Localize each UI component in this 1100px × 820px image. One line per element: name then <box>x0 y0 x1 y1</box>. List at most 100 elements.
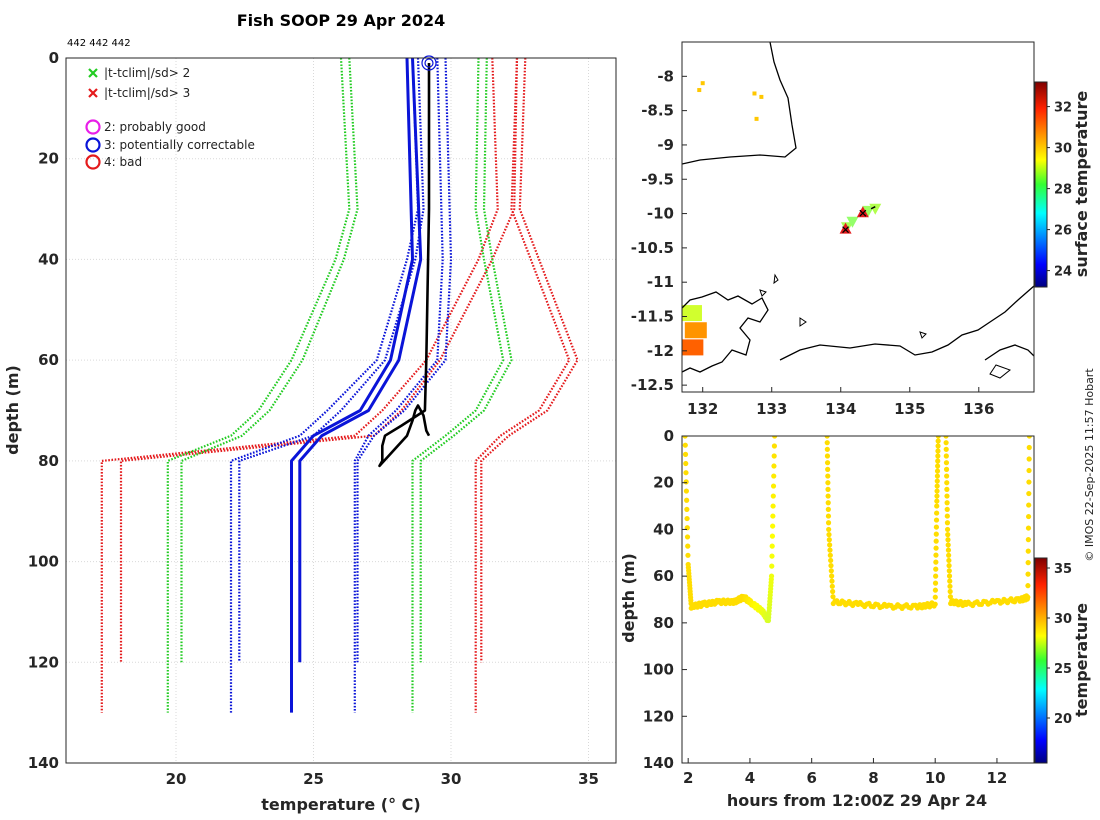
profile-line-clim-+3sd-b <box>480 58 579 663</box>
timeseries-point <box>682 451 689 457</box>
timeseries-point <box>769 563 775 569</box>
timeseries-point <box>824 446 830 452</box>
timeseries-point <box>935 463 941 469</box>
timeseries-point <box>944 506 950 513</box>
timeseries-point <box>825 506 831 513</box>
timeseries-point <box>944 526 951 533</box>
timeseries-point <box>944 500 950 506</box>
profile-ytick-label: 60 <box>38 351 59 369</box>
timeseries-point <box>944 486 950 492</box>
legend-circle-marker <box>85 154 101 170</box>
map-sst-patches <box>682 81 764 356</box>
timeseries-xtick-label: 4 <box>745 769 755 787</box>
map-colorbar-tick-label: 30 <box>1054 142 1072 157</box>
profile-line-clim-mean-b <box>298 58 423 663</box>
timeseries-ylabel: depth (m) <box>619 553 638 643</box>
legend-label: |t-tclim|/sd> 3 <box>104 86 190 100</box>
profile-ylabel: depth (m) <box>3 365 22 455</box>
timeseries-point <box>830 594 836 600</box>
map-ticks: 132 133 134 135 136 -8 -8.5 -9 -9.5 -10 -10.5 -11 -1… <box>631 67 995 418</box>
timeseries-point <box>946 557 952 564</box>
profile-line-clim-+2sd-b <box>419 58 513 663</box>
timeseries-ytick-label: 20 <box>653 474 674 492</box>
timeseries-point <box>945 532 951 538</box>
timeseries-point <box>770 523 776 529</box>
profile-line-observed <box>378 63 431 468</box>
profile-line-clim-+2sd <box>411 58 505 713</box>
map-ytick-label: -9 <box>657 136 674 154</box>
timeseries-point <box>1025 583 1031 589</box>
sst-patch <box>754 116 759 121</box>
profile-xtick-label: 25 <box>303 770 324 788</box>
timeseries-point <box>684 534 691 540</box>
timeseries-point <box>829 578 835 584</box>
map-xtick-label: 136 <box>963 400 994 418</box>
map-ytick-label: -12 <box>647 342 674 360</box>
profile-line-clim-+1sd-b <box>356 58 453 663</box>
timeseries-xtick-label: 8 <box>868 769 878 787</box>
legend-circle-marker <box>85 137 101 153</box>
map-ytick-label: -9.5 <box>641 170 674 188</box>
legend-x-marker <box>88 68 98 78</box>
timeseries-point <box>1025 560 1031 566</box>
timeseries-point <box>1026 444 1032 451</box>
timeseries-colorbar: 20 25 30 35 <box>1034 557 1072 764</box>
timeseries-colorbar-tick-label: 20 <box>1054 712 1072 727</box>
profile-series <box>100 58 579 713</box>
map-colorbar-tick-label: 28 <box>1054 183 1072 198</box>
timeseries-point <box>945 542 951 548</box>
timeseries-point <box>828 557 834 564</box>
map-axes-box <box>681 41 1035 393</box>
map-ytick-label: -10.5 <box>631 239 674 257</box>
flag-circle-outer <box>421 55 437 71</box>
timeseries-point <box>1026 456 1032 462</box>
timeseries-point <box>947 583 953 589</box>
profile-ytick-label: 100 <box>28 553 59 571</box>
timeseries-point <box>943 446 949 452</box>
map-colorbar-label: surface temperature <box>1072 91 1091 278</box>
timeseries-point <box>825 473 831 479</box>
timeseries-point <box>935 436 941 439</box>
map-ytick-label: -11.5 <box>631 308 674 326</box>
profile-ticks: 20 25 30 35 0 20 40 60 80 100 120 140 <box>28 49 599 788</box>
timeseries-point <box>771 463 777 469</box>
timeseries-point <box>944 493 950 499</box>
map-colorbar-bar <box>1034 81 1048 288</box>
profile-ytick-label: 120 <box>28 653 59 671</box>
timeseries-point <box>933 517 940 523</box>
timeseries-point <box>1025 525 1032 531</box>
timeseries-point <box>769 543 775 549</box>
timeseries-ytick-label: 120 <box>643 707 674 725</box>
track-segment <box>870 206 876 210</box>
timeseries-colorbar-label: temperature <box>1072 603 1091 717</box>
timeseries-colorbar-tick-label: 35 <box>1054 562 1072 577</box>
timeseries-point <box>825 520 832 526</box>
timeseries-point <box>933 538 939 544</box>
timeseries-point <box>771 473 777 479</box>
timeseries-point <box>829 583 835 589</box>
timeseries-point <box>943 453 949 459</box>
timeseries-point <box>934 498 940 504</box>
profile-line-clim-mean <box>290 58 414 713</box>
profile-line-clim--2sd-b <box>180 58 359 663</box>
timeseries-point <box>684 506 690 513</box>
map-xtick-label: 133 <box>756 400 787 418</box>
timeseries-colorbar-tick-label: 30 <box>1054 612 1072 627</box>
timeseries-point <box>934 473 940 479</box>
track-flag-cross <box>859 209 867 217</box>
timeseries-point <box>945 537 951 543</box>
timeseries-point <box>934 488 940 494</box>
timeseries-point <box>947 578 953 584</box>
timeseries-xtick-label: 2 <box>683 769 693 787</box>
timeseries-point <box>946 563 952 569</box>
timeseries-xlabel: hours from 12:00Z 29 Apr 24 <box>727 791 987 810</box>
timeseries-point <box>1025 513 1032 520</box>
timeseries-point <box>683 488 690 494</box>
timeseries-point <box>943 440 949 446</box>
timeseries-point <box>770 503 776 509</box>
map-panel: 132 133 134 135 136 -8 -8.5 -9 -9.5 -10 -10.5 -11 -1… <box>631 41 1091 418</box>
profile-xtick-label: 35 <box>578 770 599 788</box>
credit-text: © IMOS 22-Sep-2025 11:57 Hobart <box>1083 368 1096 562</box>
